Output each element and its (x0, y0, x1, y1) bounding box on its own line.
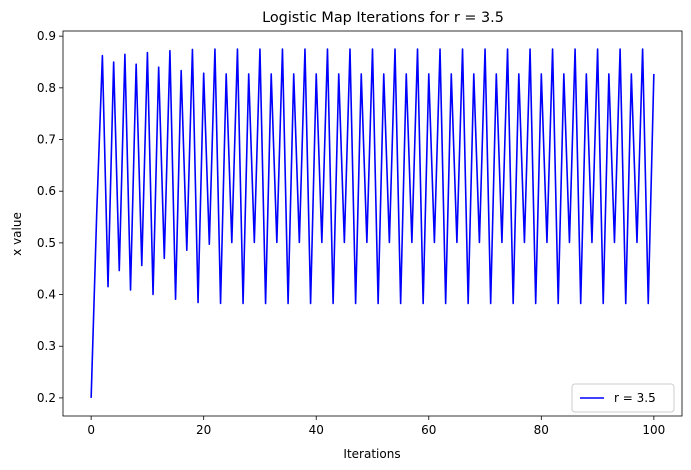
y-tick-label: 0.2 (37, 391, 56, 405)
x-tick-label: 80 (534, 423, 549, 437)
x-tick-label: 20 (196, 423, 211, 437)
series-line-r-3.5 (90, 48, 655, 398)
y-axis-ticks: 0.2 0.3 0.4 0.5 0.6 0.7 0.8 0.9 (37, 29, 63, 405)
chart-title: Logistic Map Iterations for r = 3.5 (262, 10, 504, 26)
plot-area (62, 30, 683, 417)
x-axis-label: Iterations (343, 447, 400, 461)
x-axis-ticks: 0 20 40 60 80 100 (87, 416, 665, 437)
y-axis-label: x value (10, 212, 24, 256)
y-tick-label: 0.5 (37, 236, 56, 250)
y-tick-label: 0.6 (37, 184, 56, 198)
y-tick-label: 0.7 (37, 133, 56, 147)
y-tick-label: 0.4 (37, 288, 56, 302)
axes-frame (62, 30, 683, 417)
legend-box (571, 383, 675, 413)
legend-label: r = 3.5 (614, 391, 656, 405)
x-tick-label: 100 (642, 423, 665, 437)
legend: r = 3.5 (571, 383, 675, 413)
y-tick-label: 0.9 (37, 29, 56, 43)
x-tick-label: 60 (421, 423, 436, 437)
x-tick-label: 0 (87, 423, 95, 437)
y-tick-label: 0.8 (37, 81, 56, 95)
x-tick-label: 40 (309, 423, 324, 437)
y-tick-label: 0.3 (37, 339, 56, 353)
